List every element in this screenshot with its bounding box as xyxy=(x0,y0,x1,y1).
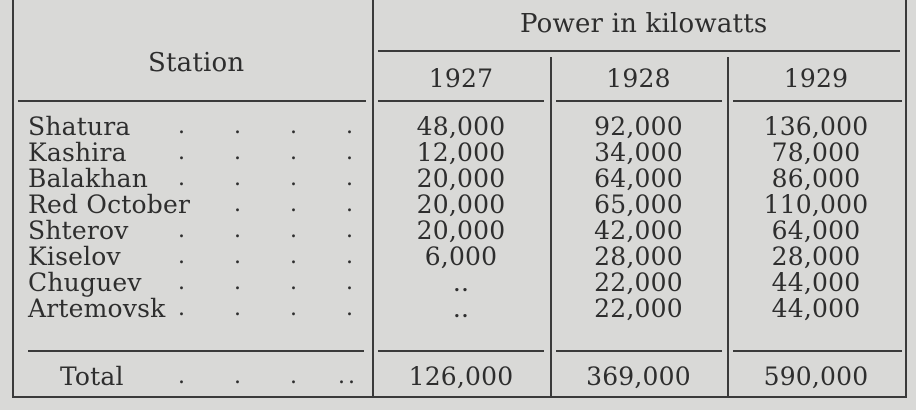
total-label: Total xyxy=(60,362,124,391)
value-1927: 20,000 xyxy=(416,216,506,245)
value-1929: 28,000 xyxy=(771,242,861,271)
value-1929: 78,000 xyxy=(771,138,861,167)
value-1927: .. xyxy=(452,294,470,323)
value-1928: 42,000 xyxy=(594,216,683,245)
value-1928: 28,000 xyxy=(594,242,683,271)
station-name: Kiselov xyxy=(28,242,121,271)
value-1927: 20,000 xyxy=(416,164,506,193)
year-divider-2 xyxy=(727,57,729,396)
value-1929: 86,000 xyxy=(771,164,861,193)
total-rule-1929 xyxy=(733,350,902,352)
station-name: Kashira xyxy=(28,138,127,167)
value-1929: 64,000 xyxy=(771,216,861,245)
value-1927: 6,000 xyxy=(424,242,498,271)
value-1928: 22,000 xyxy=(594,268,683,297)
station-header: Station xyxy=(148,48,245,78)
year-header-1928: 1928 xyxy=(606,64,671,93)
year-divider-1 xyxy=(550,57,552,396)
year-header-1927: 1927 xyxy=(428,64,494,93)
value-1928: 65,000 xyxy=(594,190,683,219)
total-1929: 590,000 xyxy=(763,362,869,391)
table-left-border xyxy=(12,0,14,398)
station-name: Shatura xyxy=(28,112,131,141)
station-name: Chuguev xyxy=(28,268,142,297)
value-1927: 48,000 xyxy=(416,112,506,141)
value-1928: 34,000 xyxy=(594,138,683,167)
value-1929: 136,000 xyxy=(763,112,869,141)
station-header-rule xyxy=(18,100,366,102)
year-rule-1928 xyxy=(556,100,722,102)
value-1929: 44,000 xyxy=(771,294,861,323)
station-name: Balakhan xyxy=(28,164,149,193)
power-header: Power in kilowatts xyxy=(520,9,768,39)
station-name: Artemovsk xyxy=(28,294,166,323)
year-rule-1929 xyxy=(733,100,902,102)
table-right-border xyxy=(905,0,907,398)
station-name: Shterov xyxy=(28,216,129,245)
total-rule-1927 xyxy=(378,350,544,352)
total-rule-1928 xyxy=(556,350,722,352)
value-1929: 110,000 xyxy=(763,190,869,219)
total-1927: 126,000 xyxy=(408,362,514,391)
value-1928: 92,000 xyxy=(594,112,683,141)
station-name: Red October xyxy=(28,190,191,219)
value-1928: 22,000 xyxy=(594,294,683,323)
value-1927: .. xyxy=(452,268,470,297)
value-1927: 12,000 xyxy=(416,138,506,167)
total-rule-station xyxy=(28,350,364,352)
value-1927: 20,000 xyxy=(416,190,506,219)
total-1928: 369,000 xyxy=(586,362,691,391)
power-header-rule xyxy=(378,50,900,52)
station-divider xyxy=(372,0,374,396)
year-header-1929: 1929 xyxy=(783,64,849,93)
value-1928: 64,000 xyxy=(594,164,683,193)
table-bottom-border xyxy=(12,396,907,398)
value-1929: 44,000 xyxy=(771,268,861,297)
year-rule-1927 xyxy=(378,100,544,102)
